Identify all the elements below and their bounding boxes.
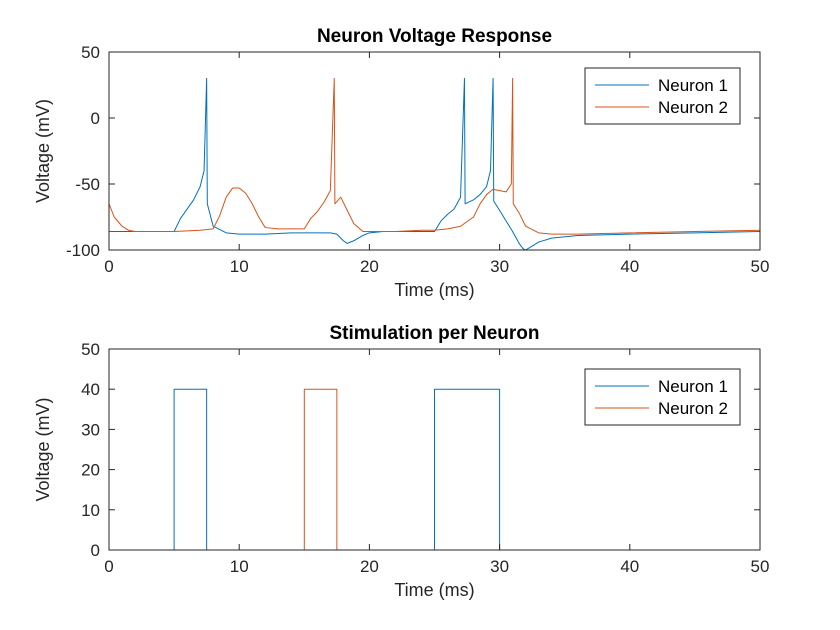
series-line-neuron-1 [109, 388, 760, 550]
chart-title: Neuron Voltage Response [317, 26, 552, 47]
legend-label-neuron-2: Neuron 2 [658, 399, 728, 418]
x-tick-label: 50 [751, 557, 770, 576]
legend-box [584, 67, 741, 125]
y-tick-label: 10 [81, 501, 100, 520]
series-line-neuron-2 [109, 77, 760, 235]
x-axis-label: Time (ms) [394, 280, 474, 300]
series-line-neuron-2 [109, 388, 760, 550]
y-axis-label: Voltage (mV) [33, 397, 53, 501]
y-tick-label: 0 [91, 109, 100, 128]
legend-label-neuron-2: Neuron 2 [658, 98, 728, 117]
legend: Neuron 1 Neuron 2 [584, 368, 741, 426]
axes-box [108, 51, 761, 251]
y-tick-label: 50 [81, 340, 100, 359]
voltage-response-chart: 0 10 20 30 40 50 -100 -50 0 50 Neuron Voltage Resp… [33, 26, 769, 300]
legend-label-neuron-1: Neuron 1 [658, 377, 728, 396]
x-tick-label: 50 [751, 257, 770, 276]
x-tick-label: 10 [230, 557, 249, 576]
chart-title: Stimulation per Neuron [329, 323, 539, 344]
y-tick-label: 50 [81, 43, 100, 62]
x-tick-label: 20 [360, 257, 379, 276]
y-tick-label: -50 [75, 175, 100, 194]
x-tick-label: 30 [490, 257, 509, 276]
y-tick-label: 30 [81, 420, 100, 439]
x-tick-label: 10 [230, 257, 249, 276]
y-tick-label: 20 [81, 461, 100, 480]
legend-label-neuron-1: Neuron 1 [658, 76, 728, 95]
x-tick-label: 30 [490, 557, 509, 576]
x-tick-label: 0 [104, 257, 113, 276]
stimulation-chart: 0 10 20 30 40 50 0 10 20 30 40 50 Stimulation per Ne… [33, 323, 769, 600]
y-axis-label: Voltage (mV) [33, 99, 53, 203]
y-tick-label: 40 [81, 380, 100, 399]
y-tick-label: -100 [66, 241, 100, 260]
x-tick-label: 40 [620, 257, 639, 276]
legend: Neuron 1 Neuron 2 [584, 67, 741, 125]
x-tick-label: 20 [360, 557, 379, 576]
x-tick-label: 40 [620, 557, 639, 576]
x-tick-label: 0 [104, 557, 113, 576]
axes-box [108, 348, 761, 551]
x-axis-label: Time (ms) [394, 580, 474, 600]
y-tick-label: 0 [91, 541, 100, 560]
legend-box [584, 368, 741, 426]
